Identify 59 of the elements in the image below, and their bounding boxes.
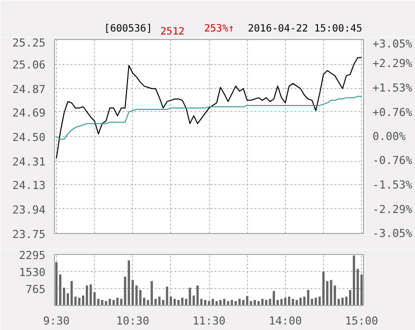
y-tick-label: 24.87: [12, 83, 46, 96]
bar: [174, 298, 176, 306]
bar: [128, 260, 130, 306]
bar: [314, 298, 317, 306]
line-series: [56, 96, 362, 140]
bar: [204, 300, 206, 306]
y-tick-label: 24.50: [12, 131, 46, 144]
bar: [246, 296, 248, 306]
y-tick-label: 24.31: [12, 156, 46, 169]
bar: [139, 290, 142, 306]
y-tick-label: 2295: [19, 249, 46, 262]
bar: [108, 298, 111, 306]
bar: [223, 298, 226, 306]
bar: [265, 300, 268, 306]
bar: [254, 300, 256, 306]
text: [600536]: [104, 24, 152, 34]
bar: [212, 298, 214, 306]
y-tick-label: 25.25: [12, 36, 46, 50]
y2-tick-label: +1.53%: [372, 81, 413, 94]
bar: [90, 284, 92, 306]
x-tick-label: 11:30: [192, 314, 226, 328]
y-tick-label: 25.06: [12, 58, 46, 72]
bar: [234, 301, 237, 306]
bar: [272, 291, 275, 306]
y2-tick-label: -3.05%: [372, 227, 413, 240]
y2-tick-label: 0.00%: [372, 130, 406, 143]
y2-tick-label: -2.29%: [372, 202, 413, 216]
bar: [284, 298, 286, 306]
bar: [78, 298, 80, 306]
y2-tick-label: +2.29%: [372, 57, 413, 70]
bar: [307, 290, 310, 306]
bar: [288, 296, 290, 306]
y2-tick-label: -0.76%: [372, 154, 413, 168]
bar: [112, 300, 115, 306]
bar: [150, 281, 153, 306]
bar: [242, 300, 244, 306]
x-tick-label: 15:00: [345, 314, 378, 328]
y2-tick-label: -1.53%: [372, 178, 413, 192]
y-tick-label: 24.13: [12, 178, 46, 192]
y-tick-label: 24.69: [12, 106, 46, 120]
bar: [101, 300, 104, 306]
x-tick-label: 14:00: [268, 314, 302, 328]
y-tick-label: 1530: [19, 266, 46, 279]
bar: [70, 281, 73, 306]
text: 2512: [160, 26, 185, 38]
bar: [215, 301, 218, 306]
y-tick-label: 23.94: [12, 203, 46, 216]
bar: [296, 300, 298, 306]
y-tick-label: 765: [26, 283, 46, 296]
bar: [230, 300, 234, 306]
bar: [181, 298, 184, 306]
x-tick-label: 9:30: [43, 314, 70, 328]
x-tick-label: 10:30: [116, 314, 150, 328]
y2-tick-label: +3.05%: [372, 38, 413, 50]
y2-tick-label: +0.76%: [372, 106, 413, 119]
y-tick-label: 23.75: [12, 228, 46, 241]
line-series: [56, 57, 362, 159]
text: 2016-04-22 15:00:45: [248, 24, 362, 34]
text: 253%↑: [204, 24, 234, 34]
